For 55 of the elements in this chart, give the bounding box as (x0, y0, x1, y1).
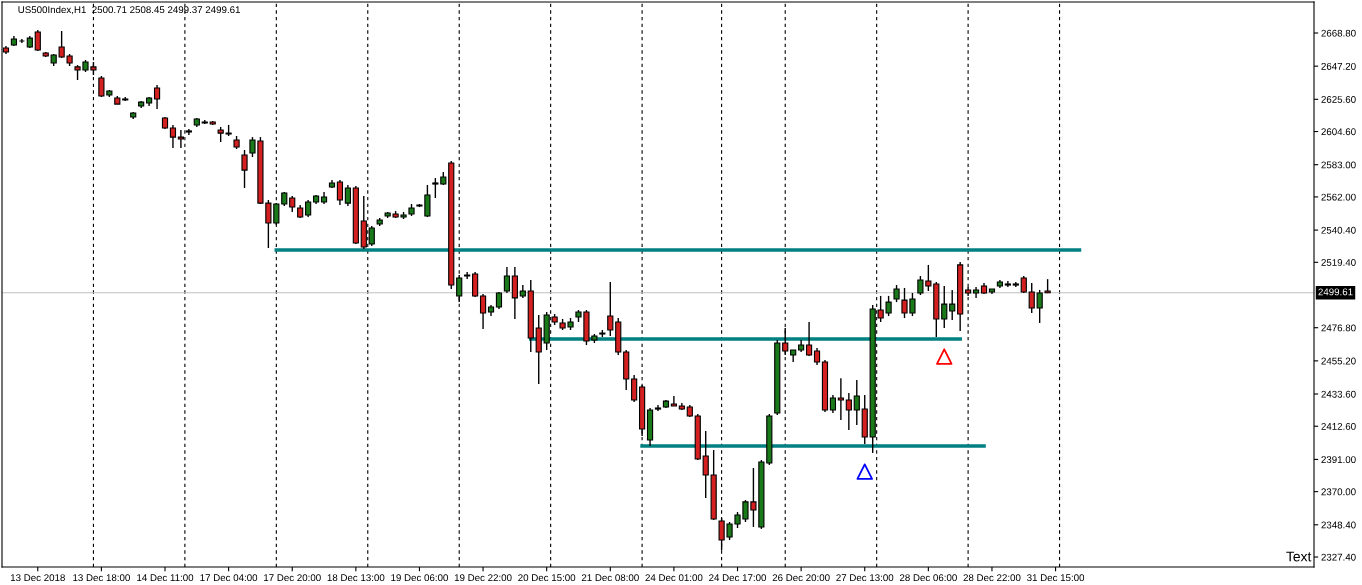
candlestick (805, 321, 813, 357)
candlestick (837, 377, 844, 421)
x-tick-label: 14 Dec 11:00 (137, 574, 194, 582)
candlestick (34, 29, 41, 52)
y-tick-label: 2583.00 (1321, 161, 1356, 169)
x-tick-label: 17 Dec 04:00 (200, 574, 258, 582)
candlestick (670, 395, 678, 407)
y-tick-label: 2562.00 (1321, 193, 1356, 201)
candlestick (241, 149, 248, 189)
y-tick-label: 2519.40 (1321, 259, 1356, 266)
y-tick-label: 2668.80 (1321, 29, 1356, 37)
x-tick-label: 24 Dec 01:00 (645, 574, 703, 582)
x-tick-label: 20 Dec 15:00 (518, 574, 576, 582)
candlestick (941, 285, 948, 329)
y-tick-label: 2625.60 (1321, 96, 1356, 103)
y-tick-label: 2476.80 (1321, 324, 1356, 332)
candlestick (503, 266, 511, 294)
candlestick (853, 379, 860, 426)
x-tick-label: 28 Dec 06:00 (899, 574, 957, 582)
candlestick (479, 293, 487, 330)
y-tick-label: 2647.20 (1321, 62, 1356, 70)
y-tick-label: 2412.60 (1321, 422, 1356, 430)
x-tick-label: 24 Dec 17:00 (709, 574, 767, 582)
candlestick (472, 271, 479, 298)
x-tick-label: 13 Dec 18:00 (73, 574, 130, 582)
chart-title: US500Index,H1 2500.71 2508.45 2499.37 2499.61 (18, 5, 240, 15)
candlestick (511, 266, 518, 320)
x-tick-label: 17 Dec 20:00 (264, 574, 321, 582)
x-tick-label: 31 Dec 15:00 (1027, 574, 1085, 582)
y-tick-label: 2604.60 (1321, 128, 1356, 136)
x-tick-label: 27 Dec 13:00 (836, 574, 894, 582)
candlestick (336, 179, 344, 206)
x-tick-label: 21 Dec 08:00 (581, 574, 639, 582)
candlestick (153, 84, 161, 110)
candlestick (845, 392, 852, 431)
y-tick-label: 2433.60 (1321, 390, 1356, 398)
x-tick-label: 18 Dec 13:00 (327, 574, 385, 582)
annotation: Text (1286, 551, 1312, 562)
ref-line-label: 2499.61 (1318, 288, 1353, 296)
candlestick (631, 374, 638, 403)
x-tick-label: 28 Dec 22:00 (963, 574, 1021, 582)
y-tick-label: 2391.00 (1321, 456, 1356, 464)
candlestick (169, 124, 177, 149)
candlestick (344, 184, 351, 207)
x-tick-label: 19 Dec 22:00 (454, 574, 512, 582)
x-tick-label: 13 Dec 2018 (10, 574, 65, 582)
candlestick (949, 289, 956, 321)
x-tick-label: 26 Dec 20:00 (772, 574, 830, 582)
y-tick-label: 2455.20 (1321, 357, 1356, 365)
candlestick (607, 281, 614, 337)
y-tick-label: 2348.40 (1321, 521, 1356, 529)
y-tick-label: 2327.40 (1321, 553, 1356, 561)
y-tick-label: 2540.40 (1321, 226, 1356, 234)
x-tick-label: 19 Dec 06:00 (391, 574, 448, 582)
y-tick-label: 2370.00 (1321, 488, 1356, 496)
